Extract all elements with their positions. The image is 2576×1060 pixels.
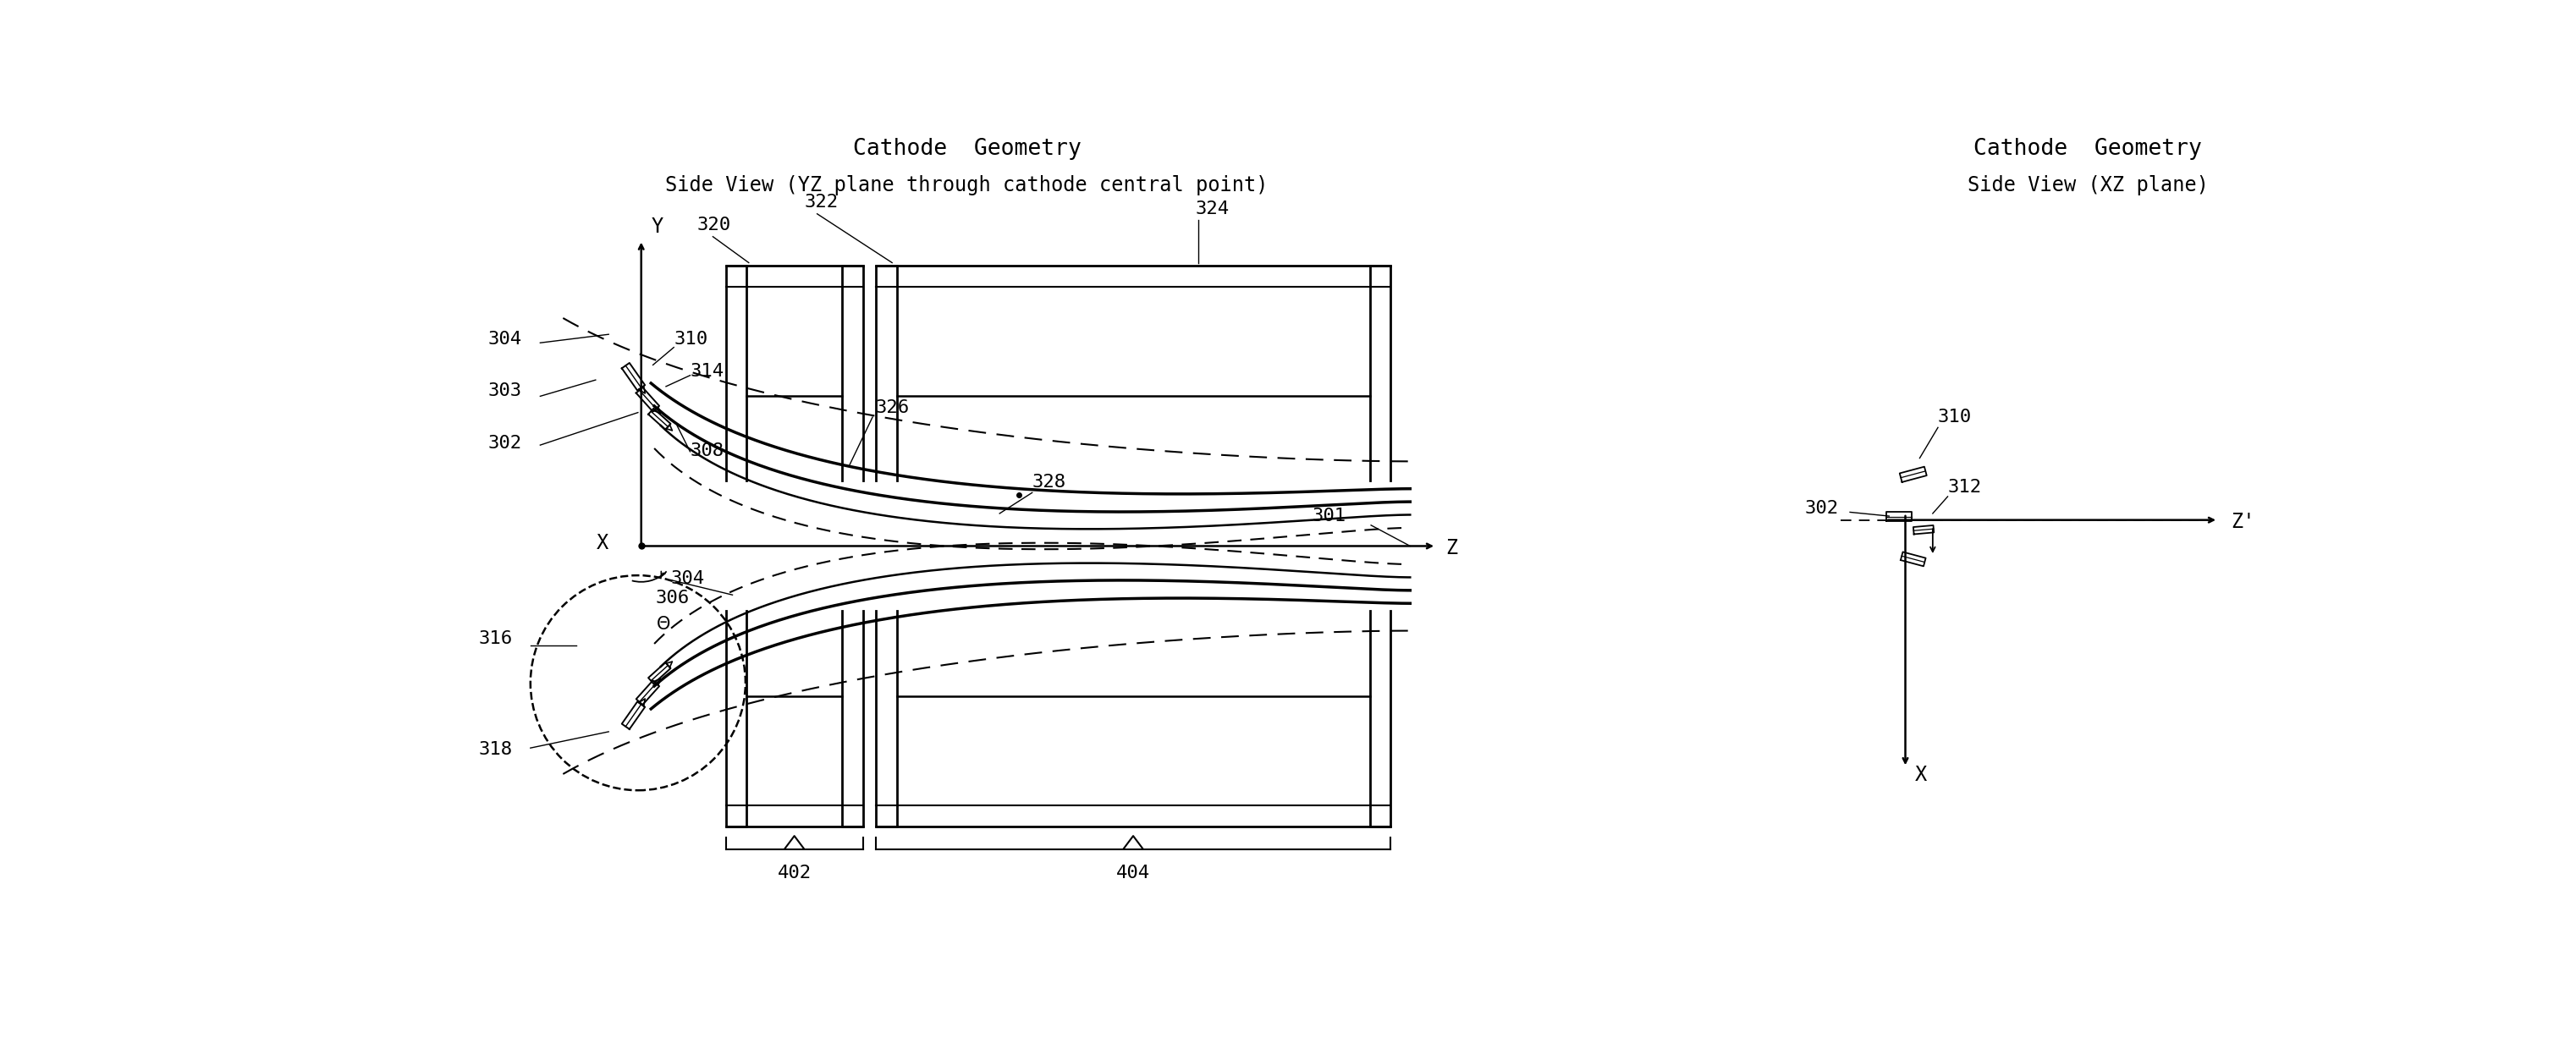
Text: 402: 402 [778,865,811,882]
Text: Side View (XZ plane): Side View (XZ plane) [1968,175,2208,195]
Text: 312: 312 [1947,479,1981,496]
Text: Cathode  Geometry: Cathode Geometry [853,138,1082,160]
Text: Y: Y [652,216,662,236]
Text: 304: 304 [670,570,703,587]
Text: 304: 304 [487,331,523,348]
Text: X: X [1914,764,1927,784]
Text: 320: 320 [696,216,732,233]
Text: 310: 310 [675,331,708,348]
Text: Z': Z' [2231,512,2254,532]
Text: 302: 302 [1803,500,1839,517]
Text: X: X [598,533,608,553]
Text: 324: 324 [1195,200,1229,217]
Text: $\Theta$: $\Theta$ [654,616,670,633]
Text: 326: 326 [876,399,909,416]
Text: 308: 308 [690,443,724,460]
Text: 316: 316 [479,631,513,648]
Text: Z: Z [1445,537,1458,559]
Text: 301: 301 [1311,508,1347,525]
Text: 306: 306 [654,589,690,606]
Text: Cathode  Geometry: Cathode Geometry [1973,138,2202,160]
Text: 322: 322 [804,194,837,211]
Text: 310: 310 [1937,409,1971,426]
Text: Side View (YZ plane through cathode central point): Side View (YZ plane through cathode cent… [665,175,1267,195]
Text: 302: 302 [487,435,523,452]
Text: 404: 404 [1115,865,1149,882]
Text: 328: 328 [1033,474,1066,491]
Text: 318: 318 [479,741,513,758]
Text: 303: 303 [487,383,523,400]
Text: 314: 314 [690,364,724,381]
